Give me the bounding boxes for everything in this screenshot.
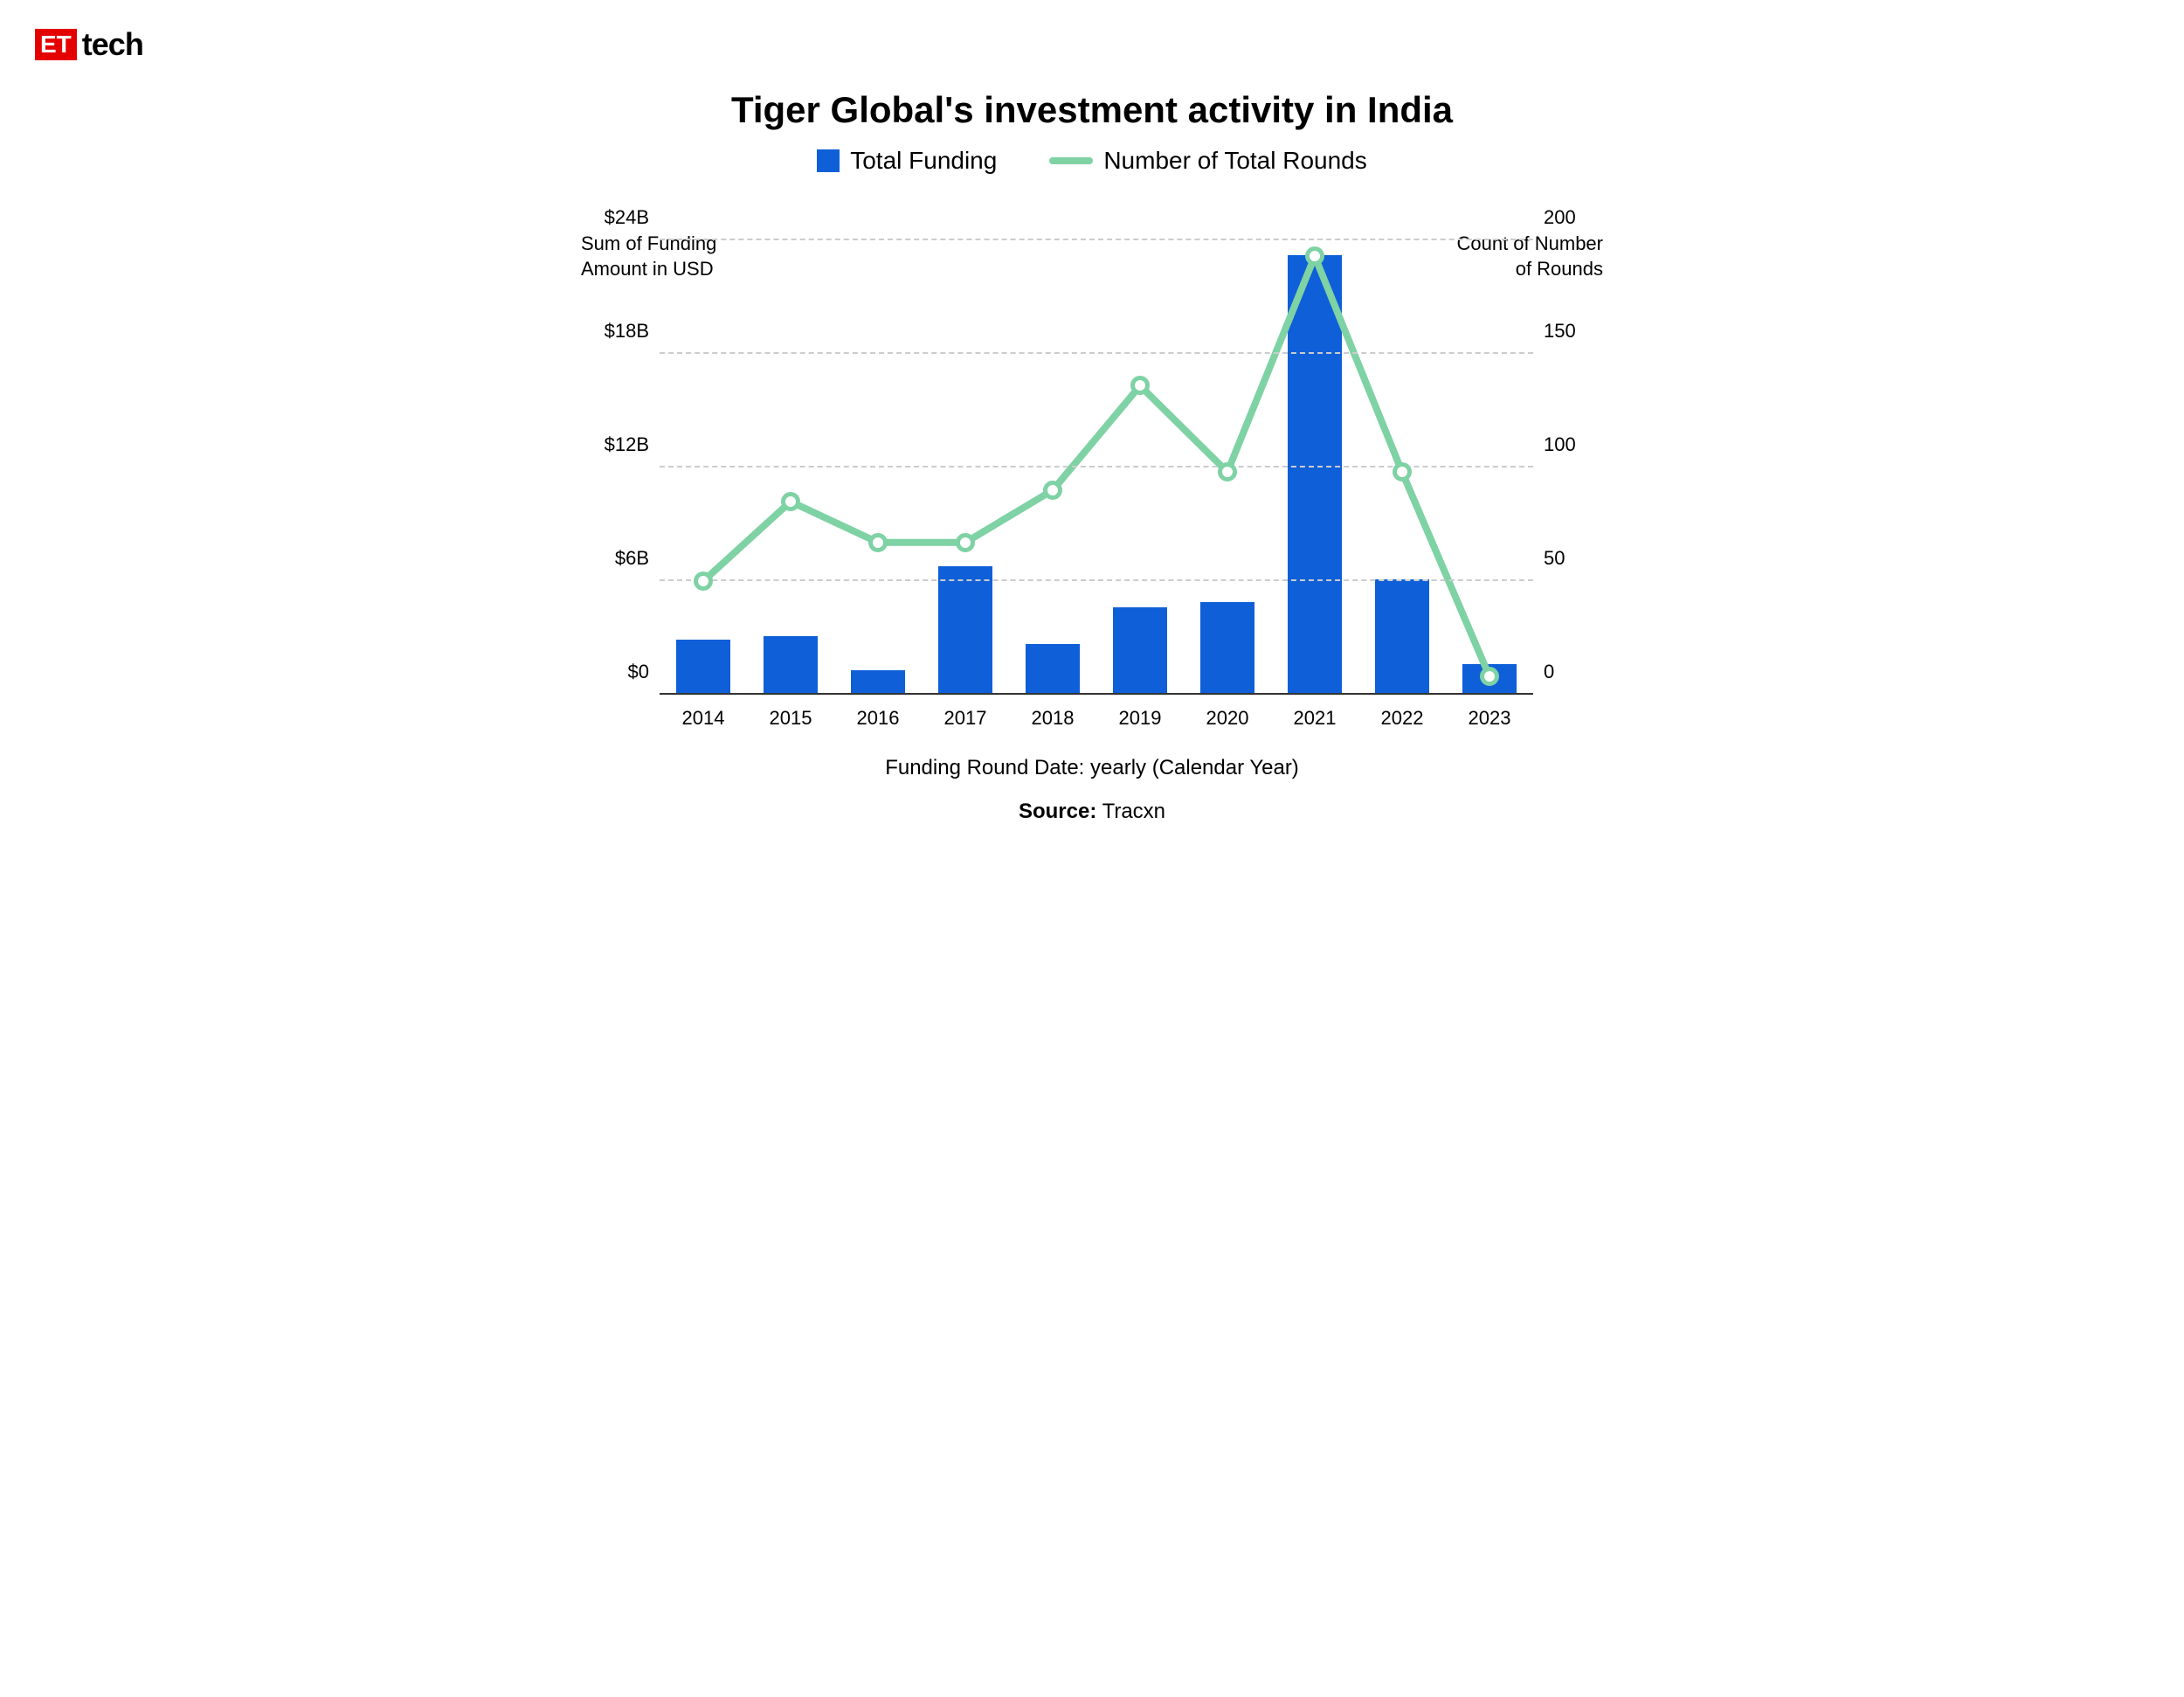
x-tick-label: 2018 — [1009, 707, 1096, 730]
line-marker — [1043, 481, 1062, 500]
logo-tech-text: tech — [82, 26, 143, 63]
y-right-tick: 150 — [1533, 320, 1576, 343]
x-tick-label: 2016 — [834, 707, 922, 730]
x-tick-label: 2015 — [747, 707, 834, 730]
legend-item-line: Number of Total Rounds — [1049, 147, 1366, 175]
line-marker — [956, 533, 975, 552]
line-marker — [1130, 376, 1150, 395]
y-left-tick: $18B — [605, 320, 660, 343]
line-marker — [781, 492, 800, 511]
line-marker — [1218, 462, 1237, 481]
legend-swatch-line — [1049, 157, 1093, 164]
plot-area: $00$6B50$12B100$18B150$24B200 — [660, 240, 1533, 695]
y-left-tick: $24B — [605, 206, 660, 229]
gridline — [660, 239, 1533, 240]
x-tick-label: 2020 — [1184, 707, 1271, 730]
x-tick-label: 2014 — [660, 707, 747, 730]
x-tick-label: 2021 — [1271, 707, 1358, 730]
source-value: Tracxn — [1102, 800, 1165, 823]
line-marker — [694, 571, 713, 591]
legend-label-bar: Total Funding — [850, 147, 997, 175]
legend-label-line: Number of Total Rounds — [1103, 147, 1366, 175]
gridline — [660, 579, 1533, 581]
chart: Sum of FundingAmount in USD Count of Num… — [581, 240, 1603, 824]
y-left-tick: $0 — [628, 661, 660, 683]
line-marker — [1305, 246, 1324, 266]
gridline — [660, 352, 1533, 354]
chart-title: Tiger Global's investment activity in In… — [35, 89, 2149, 131]
plot-outer: $00$6B50$12B100$18B150$24B200 — [581, 240, 1603, 695]
legend: Total Funding Number of Total Rounds — [35, 147, 2149, 175]
logo-et-badge: ET — [35, 29, 77, 60]
x-labels: 2014201520162017201820192020202120222023 — [581, 707, 1603, 730]
y-right-tick: 200 — [1533, 206, 1576, 229]
y-right-tick: 100 — [1533, 433, 1576, 456]
y-right-tick: 50 — [1533, 547, 1565, 570]
source-line: Source: Tracxn — [581, 800, 1603, 824]
logo: ET tech — [35, 26, 2149, 63]
x-tick-label: 2023 — [1446, 707, 1533, 730]
legend-item-bar: Total Funding — [817, 147, 997, 175]
line-marker — [1480, 667, 1499, 686]
x-tick-label: 2022 — [1358, 707, 1446, 730]
x-axis-title: Funding Round Date: yearly (Calendar Yea… — [581, 756, 1603, 780]
legend-swatch-bar — [817, 149, 840, 172]
x-tick-label: 2019 — [1096, 707, 1184, 730]
line-marker — [868, 533, 888, 552]
y-left-tick: $12B — [605, 433, 660, 456]
x-axis-baseline — [660, 693, 1533, 695]
y-left-tick: $6B — [615, 547, 660, 570]
source-label: Source: — [1019, 800, 1096, 823]
y-right-tick: 0 — [1533, 661, 1554, 683]
x-tick-label: 2017 — [922, 707, 1009, 730]
line-marker — [1393, 462, 1412, 481]
